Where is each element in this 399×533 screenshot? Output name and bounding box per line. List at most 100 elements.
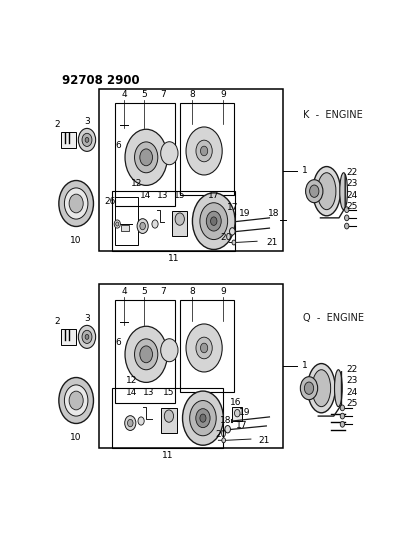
Circle shape [64, 188, 88, 219]
Text: K  -  ENGINE: K - ENGINE [303, 110, 363, 120]
Text: 3: 3 [84, 117, 90, 126]
Text: 4: 4 [121, 90, 127, 99]
Bar [115, 103, 175, 206]
Text: 6: 6 [115, 337, 121, 346]
Text: 5: 5 [141, 287, 147, 296]
Circle shape [137, 219, 148, 233]
Text: 24: 24 [346, 191, 358, 200]
Text: 13: 13 [157, 191, 168, 200]
Circle shape [345, 207, 349, 213]
Text: 8: 8 [189, 90, 195, 99]
Circle shape [85, 138, 89, 142]
Circle shape [125, 326, 167, 382]
Text: 23: 23 [346, 179, 358, 188]
Text: 2: 2 [55, 317, 60, 326]
Circle shape [69, 194, 83, 213]
Bar [61, 132, 75, 148]
Circle shape [78, 128, 96, 151]
Text: 1: 1 [302, 166, 308, 175]
Text: 5: 5 [141, 90, 147, 99]
Text: 25: 25 [346, 203, 358, 211]
Text: 23: 23 [346, 376, 358, 385]
Text: 19: 19 [239, 209, 251, 218]
Circle shape [182, 391, 223, 445]
Circle shape [82, 133, 92, 147]
Ellipse shape [317, 173, 336, 209]
Ellipse shape [313, 166, 341, 216]
Circle shape [138, 417, 144, 425]
Circle shape [306, 180, 323, 203]
Circle shape [196, 140, 212, 162]
Text: 10: 10 [70, 236, 82, 245]
Circle shape [345, 215, 349, 221]
Bar [115, 300, 175, 402]
Circle shape [190, 400, 216, 436]
Text: 25: 25 [346, 399, 358, 408]
Bar [172, 211, 188, 236]
Circle shape [134, 142, 158, 173]
Circle shape [304, 382, 314, 394]
Text: 7: 7 [160, 287, 166, 296]
Circle shape [200, 203, 228, 239]
Circle shape [128, 419, 133, 427]
Text: 18: 18 [220, 416, 231, 425]
Circle shape [232, 240, 236, 245]
Text: 92708 2900: 92708 2900 [62, 74, 140, 87]
Circle shape [116, 222, 119, 226]
Bar [99, 284, 283, 448]
Circle shape [345, 223, 349, 229]
Circle shape [186, 324, 222, 372]
Circle shape [69, 391, 83, 410]
Circle shape [196, 337, 212, 359]
Text: 6: 6 [115, 141, 121, 150]
Circle shape [310, 185, 319, 197]
Circle shape [140, 222, 145, 230]
Bar [61, 329, 75, 345]
Circle shape [140, 149, 152, 166]
Text: 11: 11 [168, 254, 179, 263]
Text: 11: 11 [162, 450, 173, 459]
Ellipse shape [334, 370, 342, 407]
Text: 14: 14 [140, 191, 152, 200]
Circle shape [134, 339, 158, 370]
Circle shape [140, 346, 152, 363]
Bar [161, 408, 177, 432]
Text: 24: 24 [346, 388, 358, 397]
Circle shape [161, 142, 178, 165]
Circle shape [229, 228, 235, 235]
Text: 16: 16 [230, 399, 242, 407]
Circle shape [340, 413, 345, 419]
Bar [121, 225, 129, 231]
Text: 12: 12 [126, 376, 138, 385]
Circle shape [206, 211, 221, 231]
Circle shape [225, 425, 231, 433]
Circle shape [235, 409, 240, 417]
Circle shape [192, 193, 235, 249]
Bar [99, 88, 283, 251]
Ellipse shape [312, 370, 331, 407]
Text: 8: 8 [189, 287, 195, 296]
Text: 20: 20 [220, 233, 232, 242]
Bar [180, 103, 234, 195]
Ellipse shape [308, 364, 335, 413]
Text: 22: 22 [346, 365, 358, 374]
Circle shape [64, 385, 88, 416]
Circle shape [164, 410, 174, 422]
Circle shape [152, 220, 158, 228]
Circle shape [222, 438, 225, 443]
Circle shape [59, 377, 93, 424]
Circle shape [186, 127, 222, 175]
Text: 17: 17 [236, 421, 247, 430]
Text: 9: 9 [220, 90, 226, 99]
Bar [232, 407, 242, 421]
Text: 2: 2 [55, 120, 60, 129]
Text: 15: 15 [163, 388, 175, 397]
Circle shape [200, 146, 208, 156]
Text: 9: 9 [220, 287, 226, 296]
Text: 18: 18 [268, 209, 280, 218]
Text: 21: 21 [259, 436, 270, 445]
Ellipse shape [340, 173, 348, 209]
Circle shape [300, 377, 318, 400]
Circle shape [196, 409, 210, 427]
Circle shape [340, 405, 345, 411]
